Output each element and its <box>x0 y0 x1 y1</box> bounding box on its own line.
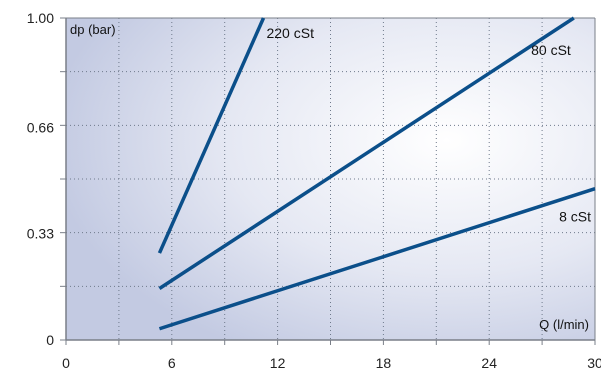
y-axis-title: dp (bar) <box>70 22 116 37</box>
series-label: 8 cSt <box>559 209 591 225</box>
x-tick-label: 0 <box>62 355 70 371</box>
series-label: 80 cSt <box>531 42 571 58</box>
x-axis-title: Q (l/min) <box>539 317 589 332</box>
series-line <box>158 16 575 290</box>
y-tick-label: 0.66 <box>27 119 54 135</box>
y-tick-label: 0.33 <box>27 226 54 242</box>
grid <box>66 18 595 340</box>
axes: 0 6 12 18 24 30 0 0.33 0.66 1.00 <box>27 10 601 371</box>
series: 220 cSt 80 cSt 8 cSt <box>157 16 596 331</box>
y-tick-label: 0 <box>46 332 54 348</box>
x-tick-label: 12 <box>270 355 286 371</box>
x-tick-label: 24 <box>481 355 497 371</box>
x-tick-label: 30 <box>587 355 601 371</box>
x-tick-label: 6 <box>168 355 176 371</box>
series-line <box>157 17 266 254</box>
series-label: 220 cSt <box>266 25 314 41</box>
series-line <box>158 186 596 331</box>
y-tick-label: 1.00 <box>27 10 54 26</box>
x-tick-label: 18 <box>376 355 392 371</box>
